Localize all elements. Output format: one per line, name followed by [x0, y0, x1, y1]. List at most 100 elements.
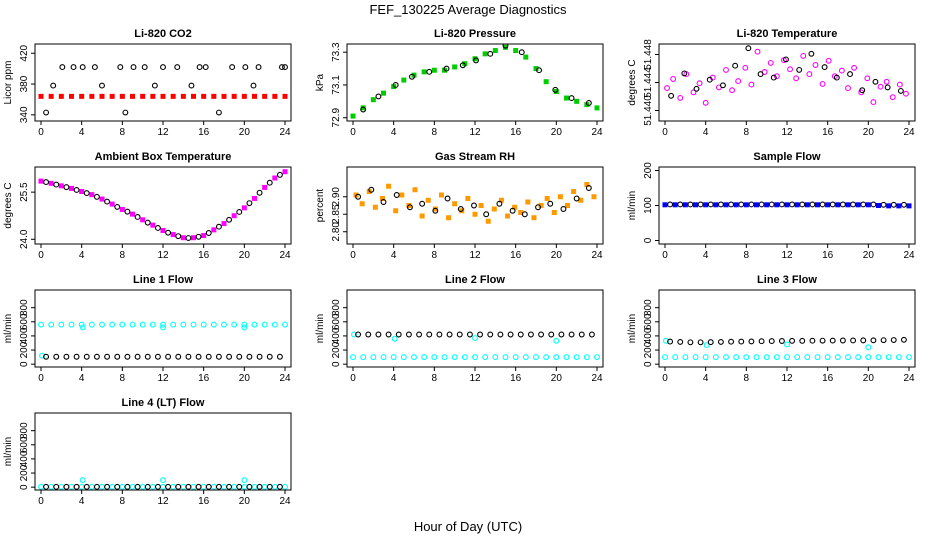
data-point-mean: [578, 197, 584, 203]
data-point-mean: [505, 213, 511, 219]
panel-3: Ambient Box Temperature 0 4 8 12 16 20 24 24.0 25…: [3, 151, 292, 261]
y-tick-label: 400: [643, 327, 654, 344]
data-point-mean: [876, 203, 881, 208]
data-point-mean: [99, 93, 105, 99]
x-tick-label: 12: [157, 127, 169, 138]
data-point-mean: [261, 483, 268, 490]
data-point-mean: [662, 354, 668, 361]
data-point-individual: [246, 200, 253, 207]
data-point-mean: [191, 93, 196, 99]
data-point-individual: [117, 64, 124, 71]
data-point-individual: [819, 337, 826, 344]
data-point-mean: [399, 192, 405, 198]
data-point-mean: [109, 201, 115, 207]
data-point-individual: [808, 50, 815, 57]
panel-4: Gas Stream RH 0 4 8 12 16 20 24 2.802.852.90 perc…: [315, 151, 604, 261]
data-point-mean: [543, 354, 550, 361]
data-point-mean: [743, 354, 750, 361]
data-point-mean: [38, 93, 44, 99]
data-point-individual: [872, 78, 879, 85]
data-point-mean: [231, 93, 237, 99]
data-point-individual: [457, 206, 464, 212]
data-point-individual: [738, 338, 745, 345]
data-point-mean: [130, 211, 135, 217]
data-point-mean: [221, 93, 227, 99]
data-point-mean: [241, 324, 248, 331]
data-point-individual: [758, 201, 765, 208]
data-point-individual: [236, 353, 243, 360]
data-point-mean: [79, 93, 85, 99]
data-point-mean: [814, 354, 821, 361]
data-point-mean: [89, 93, 95, 99]
data-point-mean: [670, 76, 677, 82]
data-point-individual: [104, 483, 111, 490]
data-point-mean: [804, 354, 811, 361]
x-tick-label: 16: [198, 250, 210, 261]
data-point-mean: [864, 75, 871, 82]
data-point-individual: [114, 353, 121, 360]
data-point-individual: [393, 192, 400, 198]
data-point-mean: [262, 93, 268, 99]
data-point-mean: [170, 93, 176, 99]
data-point-individual: [134, 214, 141, 220]
panel-data: [38, 477, 288, 490]
x-tick-label: 16: [198, 127, 210, 138]
data-point-individual: [509, 207, 516, 214]
data-point-mean: [690, 89, 697, 96]
data-point-individual: [226, 216, 233, 223]
plot-frame: [34, 43, 292, 122]
panel-title: Line 2 Flow: [445, 274, 505, 286]
data-point-individual: [215, 353, 222, 360]
data-point-mean: [180, 321, 187, 328]
x-tick-label: 0: [38, 373, 44, 384]
x-tick-label: 4: [703, 127, 709, 138]
data-point-individual: [847, 71, 853, 78]
data-point-mean: [200, 483, 207, 490]
data-point-individual: [104, 353, 111, 360]
data-point-mean: [767, 59, 774, 66]
panel-title: Sample Flow: [753, 151, 821, 163]
data-point-mean: [482, 51, 488, 57]
data-point-individual: [585, 185, 592, 191]
data-point-individual: [884, 84, 891, 91]
panel-1: Li-820 Pressure 0 4 8 12 16 20 24 72.9 73.1 73.3 kP…: [315, 28, 604, 138]
data-point-individual: [578, 331, 585, 338]
data-point-mean: [261, 321, 268, 328]
data-point-mean: [533, 354, 539, 361]
data-point-mean: [149, 483, 156, 490]
panel-title: Ambient Box Temperature: [95, 151, 232, 163]
data-point-mean: [498, 197, 504, 203]
data-point-individual: [585, 100, 592, 106]
data-point-mean: [139, 483, 146, 490]
data-point-mean: [502, 354, 509, 361]
data-point-mean: [48, 483, 55, 490]
data-point-individual: [154, 225, 161, 231]
data-point-individual: [73, 353, 80, 360]
y-tick-label: 2.90: [331, 187, 342, 207]
panel-title: Line 4 (LT) Flow: [122, 397, 205, 409]
x-tick-label: 16: [510, 127, 522, 138]
data-point-individual: [266, 483, 273, 490]
data-point-mean: [221, 321, 227, 328]
data-point-mean: [190, 321, 197, 328]
data-point-mean: [754, 202, 759, 208]
y-tick-label: 2.85: [331, 204, 342, 224]
data-point-individual: [406, 204, 413, 211]
x-tick-label: 0: [38, 127, 44, 138]
data-point-individual: [360, 106, 367, 113]
y-tick-label: 420: [19, 44, 30, 61]
data-point-individual: [829, 337, 836, 344]
data-point-mean: [522, 354, 529, 361]
data-point-individual: [50, 82, 57, 89]
data-point-mean: [815, 202, 820, 208]
data-point-individual: [93, 193, 100, 200]
data-point-mean: [693, 202, 698, 208]
data-point-mean: [211, 227, 217, 233]
data-point-individual: [890, 337, 897, 343]
data-point-mean: [251, 321, 258, 328]
data-point-individual: [236, 483, 243, 490]
data-point-mean: [191, 235, 196, 241]
